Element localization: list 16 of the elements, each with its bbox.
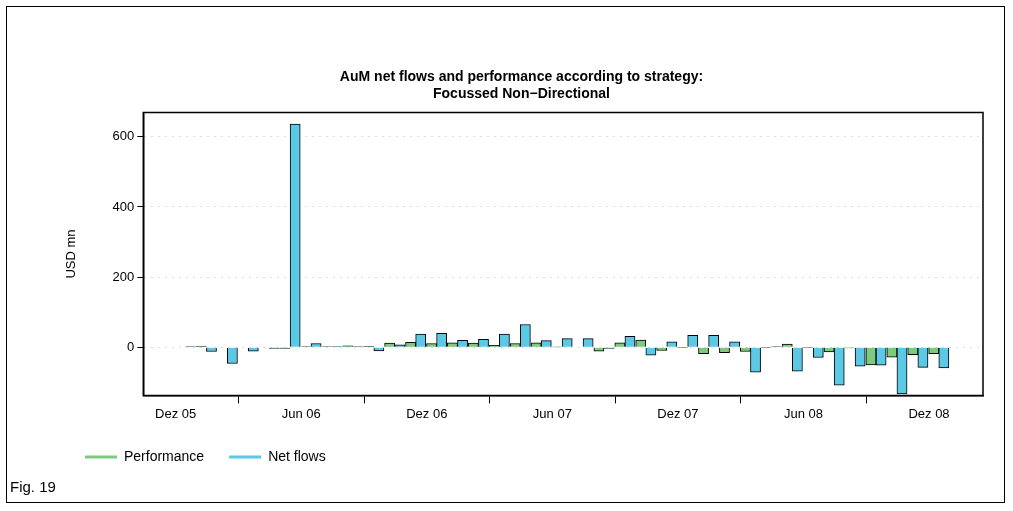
y-tick-label: 600: [112, 128, 135, 144]
x-tick-label: Dez 07: [657, 405, 699, 421]
chart-title: AuM net flows and performance according to strategy: Focussed Non−Directional: [339, 68, 704, 102]
legend-label: Net flows: [268, 447, 326, 464]
x-tick-label: Dez 08: [908, 405, 950, 421]
y-tick-label: 400: [112, 198, 135, 214]
caption: Fig. 19: [10, 478, 56, 495]
y-tick-label: 0: [127, 338, 135, 354]
y-tick-label: 200: [112, 268, 135, 284]
x-tick-label: Jun 08: [783, 405, 823, 421]
y-axis-title: USD mn: [63, 229, 79, 279]
legend-label: Performance: [124, 447, 205, 464]
x-tick-label: Dez 06: [406, 405, 448, 421]
x-tick-label: Jun 06: [281, 405, 321, 421]
x-tick-label: Jun 07: [532, 405, 572, 421]
x-tick-label: Dez 05: [155, 405, 197, 421]
